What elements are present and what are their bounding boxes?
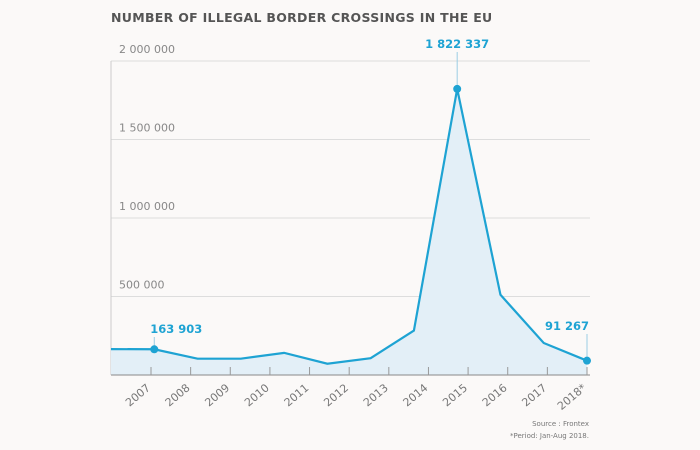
- x-tick-label: 2012: [321, 381, 351, 409]
- data-point: [453, 84, 462, 93]
- period-note: *Period: Jan-Aug 2018.: [509, 432, 589, 440]
- y-tick-label: 500 000: [119, 279, 165, 292]
- x-tick-label: 2017: [519, 381, 549, 409]
- y-tick-label: 1 000 000: [119, 200, 175, 213]
- x-tick-label: 2010: [242, 381, 272, 409]
- area-fill: [111, 88, 587, 375]
- data-label: 1 822 337: [425, 37, 489, 51]
- x-tick-label: 2009: [202, 381, 232, 409]
- data-point: [583, 356, 591, 365]
- source-text: Source : Frontex: [532, 420, 589, 428]
- y-tick-label: 2 000 000: [119, 43, 175, 56]
- x-tick-label: 2008: [163, 381, 193, 409]
- x-tick-label: 2015: [440, 381, 470, 409]
- chart-title: NUMBER OF ILLEGAL BORDER CROSSINGS IN TH…: [111, 10, 493, 25]
- data-label: 163 903: [150, 322, 202, 336]
- x-tick-label: 2016: [480, 381, 510, 409]
- x-tick-label: 2013: [361, 381, 391, 409]
- y-tick-label: 1 500 000: [119, 122, 175, 135]
- x-tick-label: 2018*: [555, 381, 589, 413]
- x-tick-label: 2011: [282, 381, 312, 409]
- data-label: 91 267: [545, 319, 589, 333]
- x-tick-label: 2007: [123, 381, 153, 409]
- x-tick-label: 2014: [401, 381, 431, 409]
- data-point: [150, 345, 159, 354]
- series-line: [110, 88, 588, 365]
